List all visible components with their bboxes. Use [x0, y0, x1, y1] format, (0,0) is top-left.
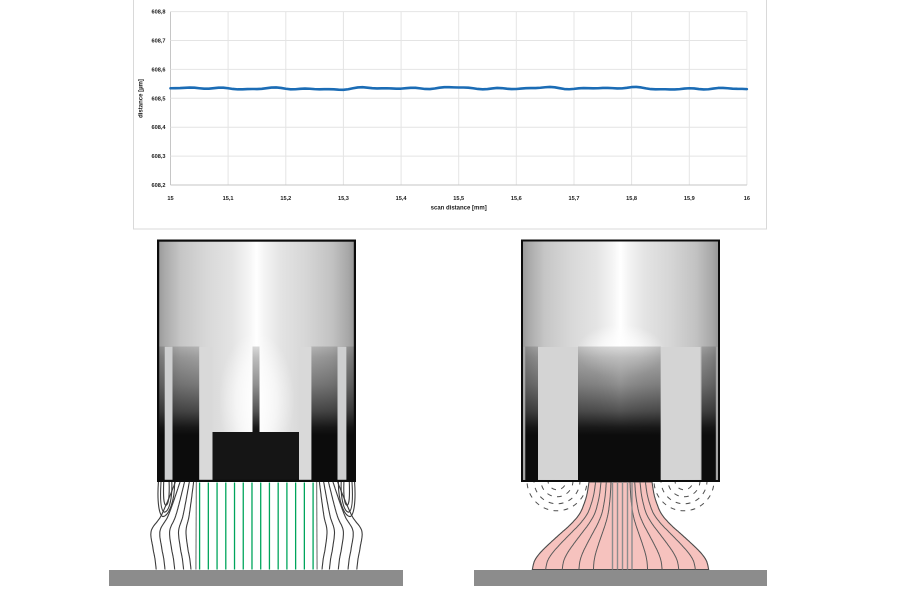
svg-text:608,5: 608,5	[152, 96, 166, 102]
svg-text:15,3: 15,3	[338, 196, 349, 202]
svg-text:distance [µm]: distance [µm]	[139, 79, 145, 118]
svg-text:608,7: 608,7	[152, 39, 166, 45]
svg-text:16: 16	[744, 196, 750, 202]
svg-text:15,2: 15,2	[280, 196, 291, 202]
svg-text:15,5: 15,5	[453, 196, 464, 202]
svg-text:608,2: 608,2	[152, 183, 166, 189]
svg-text:scan distance [mm]: scan distance [mm]	[431, 206, 487, 212]
svg-text:15: 15	[167, 196, 173, 202]
svg-text:15,4: 15,4	[396, 196, 408, 202]
svg-text:15,8: 15,8	[626, 196, 637, 202]
svg-text:608,6: 608,6	[152, 67, 166, 73]
svg-text:608,3: 608,3	[152, 154, 166, 160]
svg-text:15,9: 15,9	[684, 196, 695, 202]
svg-text:15,6: 15,6	[511, 196, 522, 202]
svg-text:608,8: 608,8	[152, 10, 166, 16]
svg-text:15,1: 15,1	[223, 196, 234, 202]
svg-text:608,4: 608,4	[152, 125, 167, 131]
svg-text:15,7: 15,7	[569, 196, 580, 202]
